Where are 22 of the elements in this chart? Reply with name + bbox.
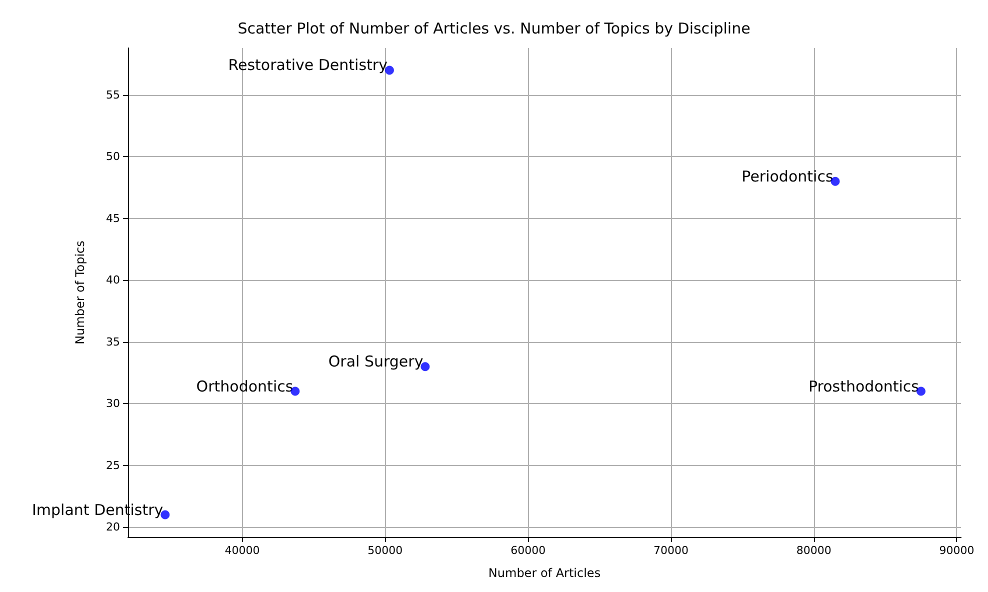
y-tick-label: 35	[106, 335, 120, 348]
chart-title: Scatter Plot of Number of Articles vs. Number of Topics by Discipline	[238, 20, 750, 38]
annotation: Restorative Dentistry	[228, 56, 388, 74]
x-tick-label: 90000	[939, 544, 974, 557]
annotation: Orthodontics	[196, 377, 294, 396]
annotation: Prosthodontics	[808, 377, 920, 396]
y-tick-label: 25	[106, 458, 120, 472]
y-tick-label: 45	[106, 212, 120, 225]
y-tick-label: 30	[106, 397, 120, 410]
y-axis-title: Number of Topics	[73, 240, 87, 344]
annotation: Periodontics	[742, 167, 834, 186]
y-tick-label: 50	[106, 150, 120, 164]
x-axis-title: Number of Articles	[488, 566, 601, 580]
y-tick-label: 55	[106, 88, 120, 102]
x-tick-label: 70000	[653, 544, 688, 557]
x-tick-label: 50000	[368, 544, 403, 557]
x-tick-label: 40000	[224, 544, 260, 557]
x-tick-label: 60000	[510, 544, 546, 557]
x-tick-label: 80000	[796, 544, 832, 557]
y-tick-label: 20	[106, 520, 120, 534]
y-tick-label: 40	[106, 274, 120, 287]
annotation: Oral Surgery	[328, 352, 424, 371]
